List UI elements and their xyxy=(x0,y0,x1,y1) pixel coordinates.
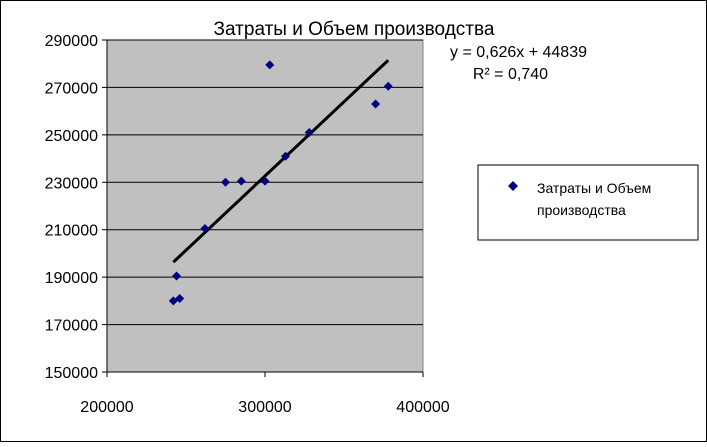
y-tick-label: 250000 xyxy=(45,128,98,145)
data-point xyxy=(260,176,270,186)
x-tick-label: 300000 xyxy=(238,399,291,416)
data-points xyxy=(168,60,393,306)
data-point xyxy=(281,151,291,161)
plot-area xyxy=(106,39,424,373)
data-point xyxy=(221,177,230,187)
y-tick-label: 230000 xyxy=(45,175,98,192)
data-point xyxy=(304,127,314,137)
data-point xyxy=(383,81,393,91)
legend-marker-diamond xyxy=(508,181,518,191)
legend-entry-label-line1: Затраты и Объем xyxy=(537,180,651,196)
legend: Затраты и Объем производства xyxy=(477,164,699,241)
y-tick-label: 170000 xyxy=(45,318,98,335)
x-axis-tick-labels: 200000 300000 400000 xyxy=(80,399,449,416)
data-point xyxy=(175,293,185,303)
y-tick-label: 150000 xyxy=(45,365,98,382)
data-point xyxy=(172,271,182,281)
y-tick-label: 210000 xyxy=(45,223,98,240)
trendline-equation: y = 0,626x + 44839 xyxy=(450,44,587,61)
y-tick-label: 290000 xyxy=(45,33,98,50)
data-point xyxy=(371,99,381,109)
data-point xyxy=(265,60,275,70)
x-tick-label: 400000 xyxy=(396,399,449,416)
trendline-r-squared: R² = 0,740 xyxy=(473,66,548,83)
x-tick-label: 200000 xyxy=(80,399,133,416)
y-axis-tick-labels: 150000 170000 190000 210000 230000 250000 2700… xyxy=(45,33,98,382)
chart-title: Затраты и Объем производства xyxy=(214,19,495,40)
data-point xyxy=(236,176,246,186)
legend-box xyxy=(477,164,699,241)
gridlines xyxy=(102,39,424,377)
y-tick-label: 270000 xyxy=(45,80,98,97)
y-tick-label: 190000 xyxy=(45,270,98,287)
data-point xyxy=(200,224,210,234)
legend-entry-label-line2: производства xyxy=(537,202,626,218)
